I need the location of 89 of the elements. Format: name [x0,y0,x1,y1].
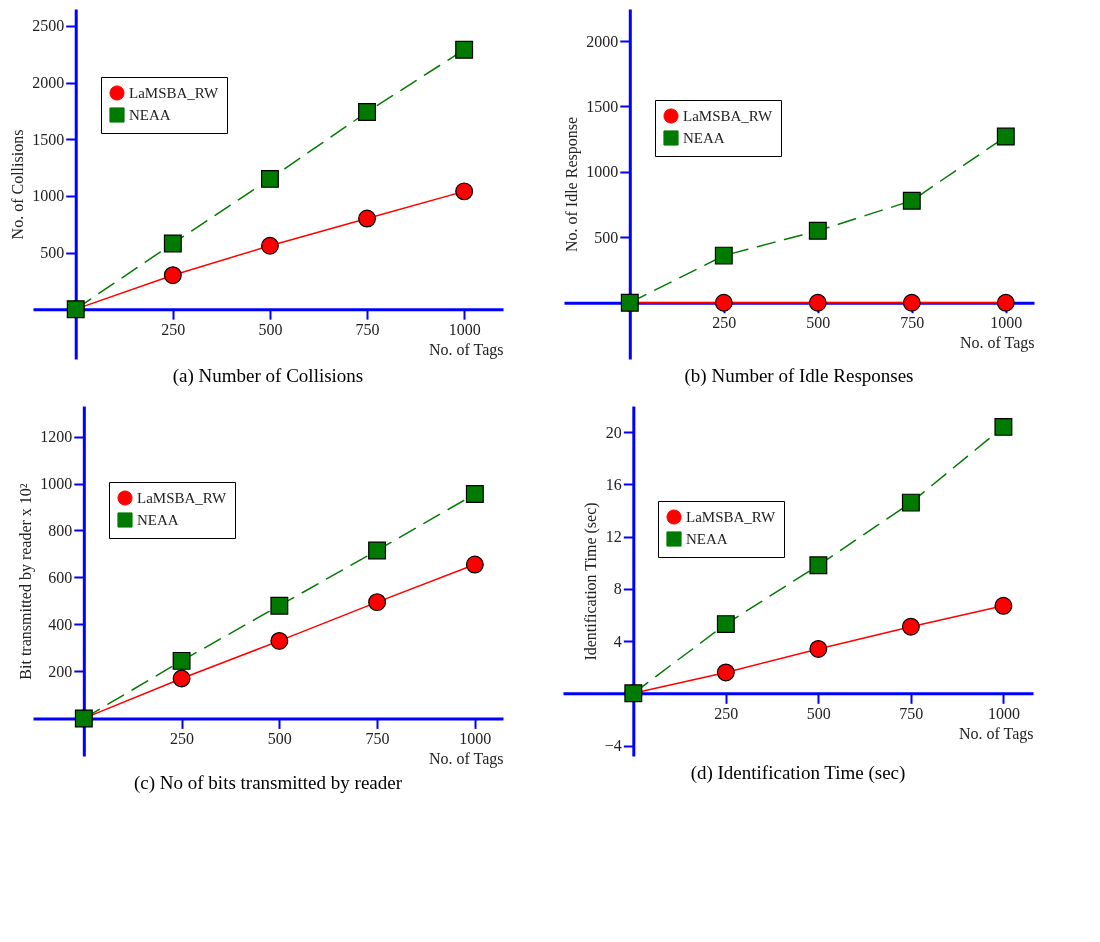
x-tick-label: 500 [806,314,831,332]
x-tick-label: 250 [161,320,186,338]
y-tick-label: 1500 [32,130,65,148]
y-tick-label: 800 [48,522,73,539]
y-axis-title: Identification Time (sec) [581,502,600,661]
point [902,191,921,210]
legend-label: NEAA [686,531,728,547]
text: (a) Number of Collisions [172,365,364,387]
y-tick-label: −4 [604,737,622,755]
point [716,615,735,634]
x-axis-title: No. of Tags [428,749,504,768]
point [902,293,921,312]
point [996,293,1015,312]
y-axis-title: No. of Collisions [9,129,27,240]
y-tick-label: 600 [48,568,73,586]
point [808,221,827,240]
y-tick-label: 1000 [40,475,73,493]
point [994,417,1013,436]
point [270,596,289,615]
x-axis-title: No. of Tags [959,334,1035,353]
point [260,169,279,188]
point [163,266,182,285]
point [455,40,474,59]
legend-label: NEAA [137,512,179,528]
point [358,103,377,122]
y-axis-title: No. of Idle Response [563,116,582,253]
y-tick-label: 16 [605,475,622,493]
y-tick-label: 2000 [586,32,619,50]
point [809,639,828,658]
y-tick-label: 2500 [32,17,65,35]
legend-label: LaMSBA_RW [137,490,228,506]
point [996,127,1015,146]
x-tick-label: 500 [267,729,292,747]
x-tick-label: 750 [899,704,924,722]
y-tick-label: 1200 [40,428,73,446]
y-tick-label: 500 [40,244,65,262]
legend-label: NEAA [129,107,171,123]
y-tick-label: 500 [594,228,619,246]
x-tick-label: 500 [258,320,283,338]
x-tick-label: 750 [900,314,925,332]
point [716,663,735,682]
y-tick-label: 1000 [32,187,65,205]
legend-label: NEAA [683,130,725,146]
y-tick-label: 12 [605,528,622,546]
x-tick-label: 1000 [459,729,492,747]
point [714,246,733,265]
y-tick-label: 4 [613,632,622,650]
point [901,617,920,636]
point [270,631,289,650]
y-tick-label: 20 [605,423,622,441]
point [455,182,474,201]
x-tick-label: 250 [714,704,739,722]
y-tick-label: 1000 [586,163,619,181]
y-tick-label: 2000 [32,74,65,92]
point [260,236,279,255]
x-tick-label: 250 [170,729,195,747]
point [994,596,1013,615]
point [172,651,191,670]
x-tick-label: 500 [806,704,831,722]
x-axis-title: No. of Tags [958,724,1034,743]
x-axis-title: No. of Tags [428,340,504,359]
y-tick-label: 1500 [586,97,619,115]
x-tick-label: 1000 [990,314,1023,332]
x-tick-label: 1000 [987,704,1020,722]
point [368,593,387,612]
legend-label: LaMSBA_RW [686,509,777,525]
x-tick-label: 750 [355,320,380,338]
x-tick-label: 1000 [448,320,481,338]
x-tick-label: 250 [712,314,737,332]
x-tick-label: 750 [365,729,390,747]
point [808,293,827,312]
point [368,541,387,560]
point [809,556,828,575]
point [714,293,733,312]
y-tick-label: 8 [613,580,622,598]
point [901,493,920,512]
text: (b) Number of Idle Responses [684,365,914,387]
point [172,669,191,688]
point [465,555,484,574]
legend-label: LaMSBA_RW [683,108,774,124]
point [358,209,377,228]
text: (c) No of bits transmitted by reader [133,772,403,795]
y-axis-title: Bit transmitted by reader x 10² [17,483,36,680]
legend-label: LaMSBA_RW [129,85,220,101]
point [163,234,182,253]
text: (d) Identification Time (sec) [690,762,906,784]
y-tick-label: 200 [48,662,73,680]
y-tick-label: 400 [48,615,73,633]
point [465,485,484,504]
